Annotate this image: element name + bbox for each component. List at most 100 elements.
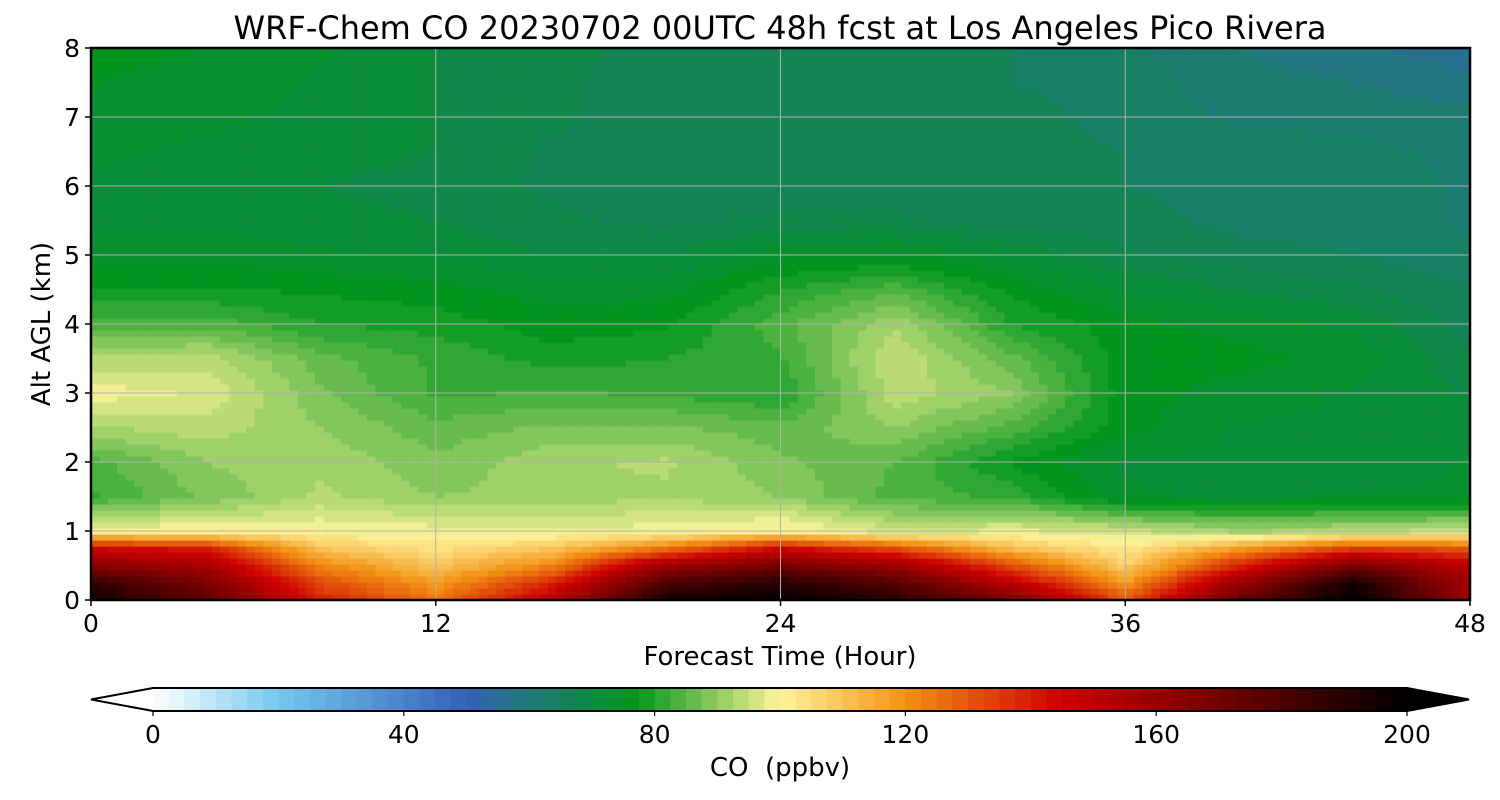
colorbar-swatch — [780, 688, 797, 711]
colorbar-swatch — [1015, 688, 1032, 711]
colorbar-tick-label: 120 — [882, 720, 930, 749]
colorbar-swatch — [341, 688, 358, 711]
colorbar-swatch — [654, 688, 671, 711]
colorbar-swatch — [607, 688, 624, 711]
colorbar-swatch — [842, 688, 859, 711]
colorbar-swatch — [153, 688, 170, 711]
y-tick-label: 2 — [64, 448, 80, 477]
colorbar-ticks: 0 40 80 120 160 200 — [145, 711, 1431, 749]
x-axis: 0 12 24 36 48 — [83, 600, 1486, 638]
colorbar-swatch — [811, 688, 828, 711]
colorbar-swatch — [294, 688, 311, 711]
colorbar-swatch — [262, 688, 279, 711]
colorbar-swatch — [889, 688, 906, 711]
colorbar-swatch — [921, 688, 938, 711]
colorbar-swatch — [1046, 688, 1063, 711]
colorbar-swatch — [983, 688, 1000, 711]
colorbar-swatch — [1109, 688, 1126, 711]
colorbar-swatch — [623, 688, 640, 711]
colorbar-tick-label: 0 — [145, 720, 161, 749]
colorbar — [90, 687, 1470, 712]
colorbar-swatch — [1234, 688, 1251, 711]
colorbar-swatch — [952, 688, 969, 711]
y-tick-label: 4 — [64, 310, 80, 339]
colorbar-swatch — [388, 688, 405, 711]
x-tick-label: 24 — [765, 609, 797, 638]
colorbar-swatch — [795, 688, 812, 711]
y-axis: 0 1 2 3 4 5 6 7 8 — [64, 34, 91, 615]
colorbar-swatch — [1391, 688, 1408, 711]
y-axis-label: Alt AGL (km) — [27, 242, 57, 406]
colorbar-swatch — [1093, 688, 1110, 711]
colorbar-swatch — [168, 688, 185, 711]
colorbar-swatch — [231, 688, 248, 711]
colorbar-swatch — [827, 688, 844, 711]
colorbar-swatch — [1124, 688, 1142, 711]
colorbar-swatch — [748, 688, 765, 711]
colorbar-swatch — [184, 688, 201, 711]
colorbar-swatch — [419, 688, 436, 711]
colorbar-swatch — [1312, 688, 1330, 711]
x-tick-label: 0 — [83, 609, 99, 638]
colorbar-swatch — [278, 688, 295, 711]
colorbar-swatch — [1281, 688, 1298, 711]
colorbar-swatch — [1218, 688, 1236, 711]
colorbar-swatch — [685, 688, 703, 711]
colorbar-swatch — [513, 688, 530, 711]
colorbar-tick-label: 200 — [1383, 720, 1431, 749]
colorbar-swatch — [482, 688, 499, 711]
colorbar-swatch — [1171, 688, 1189, 711]
colorbar-swatch — [466, 688, 483, 711]
colorbar-swatch — [576, 688, 593, 711]
colorbar-swatch — [1030, 688, 1047, 711]
colorbar-tick-label: 40 — [388, 720, 420, 749]
colorbar-swatch — [1344, 688, 1361, 711]
colorbar-swatch — [999, 688, 1016, 711]
colorbar-swatch — [403, 688, 420, 711]
colorbar-swatch — [544, 688, 562, 711]
colorbar-swatch — [670, 688, 687, 711]
colorbar-swatch — [1359, 688, 1377, 711]
colorbar-swatch — [1328, 688, 1345, 711]
x-tick-label: 36 — [1109, 609, 1141, 638]
colorbar-tick-label: 160 — [1132, 720, 1180, 749]
colorbar-swatch — [1156, 688, 1173, 711]
colorbar-swatch — [968, 688, 985, 711]
grid — [91, 48, 1470, 600]
x-axis-label: Forecast Time (Hour) — [643, 642, 916, 672]
colorbar-swatch — [247, 688, 264, 711]
colorbar-swatch — [450, 688, 467, 711]
y-tick-label: 7 — [64, 103, 80, 132]
colorbar-extend-max — [1407, 688, 1469, 711]
y-tick-label: 1 — [64, 517, 80, 546]
colorbar-swatch — [701, 688, 718, 711]
x-tick-label: 12 — [420, 609, 452, 638]
colorbar-swatch — [1250, 688, 1267, 711]
colorbar-swatch — [309, 688, 326, 711]
colorbar-swatch — [874, 688, 891, 711]
colorbar-swatch — [215, 688, 232, 711]
colorbar-swatch — [372, 688, 389, 711]
y-tick-label: 0 — [64, 586, 80, 615]
colorbar-swatch — [1203, 688, 1220, 711]
colorbar-label: CO (ppbv) — [710, 753, 850, 783]
colorbar-swatch — [732, 688, 750, 711]
colorbar-swatch — [858, 688, 875, 711]
colorbar-swatch — [1297, 688, 1314, 711]
colorbar-swatch — [1187, 688, 1204, 711]
colorbar-swatch — [1077, 688, 1094, 711]
y-tick-label: 8 — [64, 34, 80, 63]
colorbar-swatch — [764, 688, 781, 711]
colorbar-swatch — [1062, 688, 1079, 711]
colorbar-swatch — [936, 688, 953, 711]
colorbar-swatch — [529, 688, 546, 711]
colorbar-swatch — [717, 688, 734, 711]
colorbar-swatch — [435, 688, 452, 711]
chart-title: WRF-Chem CO 20230702 00UTC 48h fcst at L… — [234, 9, 1327, 47]
y-tick-label: 3 — [64, 379, 80, 408]
colorbar-swatch — [497, 688, 515, 711]
y-tick-label: 5 — [64, 241, 80, 270]
colorbar-swatch — [905, 688, 922, 711]
colorbar-swatch — [560, 688, 577, 711]
